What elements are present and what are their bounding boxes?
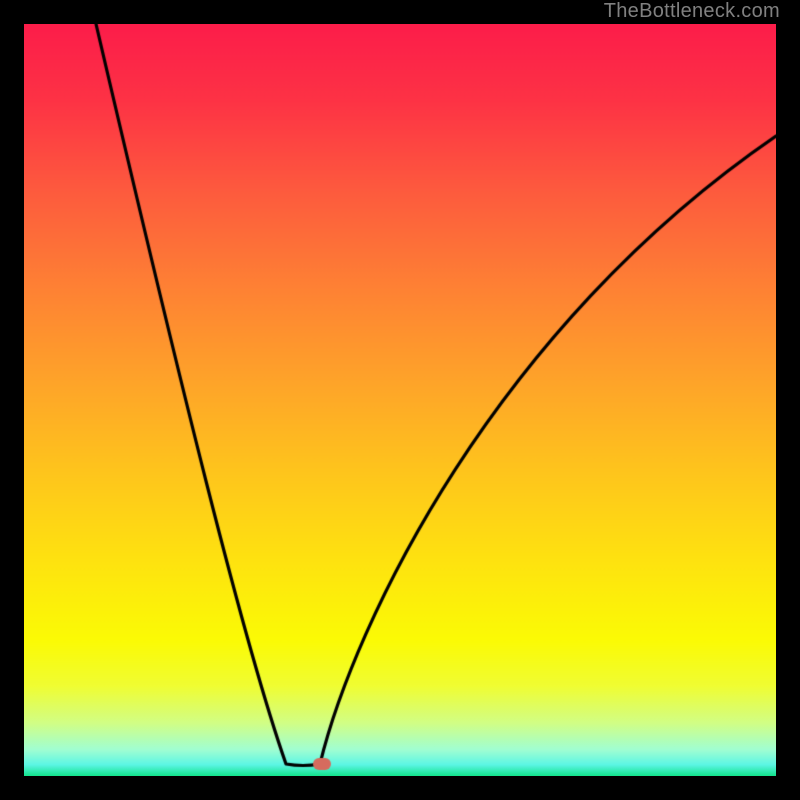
optimum-marker (24, 24, 776, 776)
watermark-text: TheBottleneck.com (604, 0, 780, 23)
plot-area (24, 24, 776, 776)
